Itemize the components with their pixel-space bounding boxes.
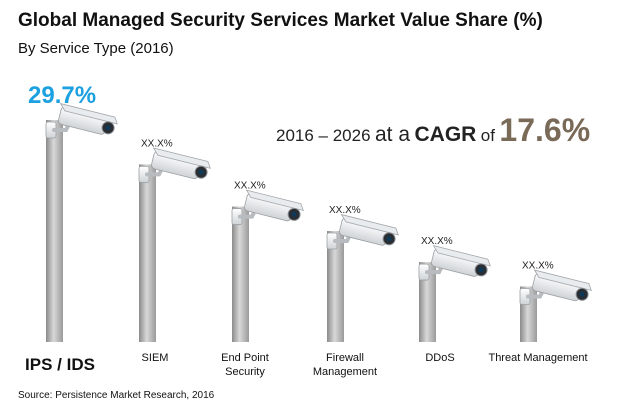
data-label: XX.X%: [329, 205, 361, 216]
category-label: IPS / IDS: [25, 355, 95, 374]
data-label: XX.X%: [141, 138, 173, 149]
cagr-of: of: [480, 126, 495, 145]
category-label: SIEM: [142, 352, 169, 364]
chart-title: Global Managed Security Services Market …: [18, 10, 543, 31]
cagr-at-a: at a: [375, 123, 411, 146]
security-camera-icon: [418, 245, 491, 281]
data-label: XX.X%: [522, 261, 554, 272]
data-label: XX.X%: [234, 181, 266, 192]
security-camera-icon: [138, 147, 211, 183]
bar: [327, 231, 344, 342]
data-label: 29.7%: [28, 82, 96, 109]
security-camera-icon: [231, 189, 304, 225]
cagr-keyword: CAGR: [414, 123, 477, 146]
bar: [419, 262, 436, 342]
security-camera-icon: [45, 102, 118, 139]
bar: [46, 120, 63, 342]
cagr-callout: 2016 – 2026 at a CAGR of 17.6%: [276, 112, 590, 149]
data-label: XX.X%: [421, 236, 453, 247]
category-label: Threat Management: [488, 352, 587, 364]
bar: [232, 206, 249, 342]
category-label: End Point Security: [221, 352, 269, 378]
source-note: Source: Persistence Market Research, 201…: [18, 390, 215, 401]
bar: [139, 164, 156, 342]
chart-subtitle: By Service Type (2016): [18, 40, 174, 57]
cagr-period: 2016 – 2026: [276, 126, 371, 145]
cagr-value: 17.6%: [499, 112, 591, 148]
category-label: Firewall Management: [313, 352, 377, 378]
security-camera-icon: [326, 213, 399, 250]
category-label: DDoS: [425, 352, 454, 364]
security-camera-icon: [519, 269, 592, 305]
